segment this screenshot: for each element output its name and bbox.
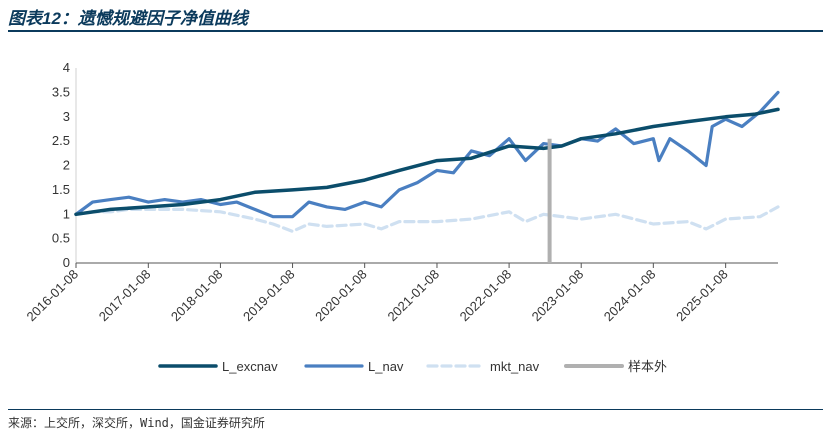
source-rule [8,409,823,410]
figure-header: 图表12：遗憾规避因子净值曲线 [0,0,831,30]
legend-label: L_nav [368,359,404,374]
figure-title: 图表12：遗憾规避因子净值曲线 [8,9,248,28]
x-tick-label: 2018-01-08 [168,267,226,325]
title-rule [8,30,823,32]
series-line-l-excnav [74,107,780,217]
y-tick-label: 0.5 [52,231,70,246]
y-tick-label: 2.5 [52,133,70,148]
x-tick-label: 2017-01-08 [96,267,154,325]
x-tick-label: 2019-01-08 [240,267,298,325]
legend-label: 样本外 [628,359,667,374]
series-line-l-nav [74,90,780,219]
x-tick-label: 2022-01-08 [457,267,515,325]
series-group [74,90,780,233]
legend: L_excnav L_nav mkt_nav 样本外 [158,359,667,374]
legend-label: L_excnav [222,359,278,374]
legend-label: mkt_nav [490,359,540,374]
y-tick-label: 3 [63,109,70,124]
y-tick-label: 4 [63,60,70,75]
x-tick-label: 2025-01-08 [673,267,731,325]
x-tick-label: 2023-01-08 [529,267,587,325]
chart-area: 0 0.5 1 1.5 2 2.5 3 3.5 4 2016-01-08 2017-01-08 201… [0,34,831,404]
y-tick-label: 1 [63,206,70,221]
y-tick-label: 2 [63,158,70,173]
x-tick-label: 2021-01-08 [384,267,442,325]
y-tick-label: 3.5 [52,84,70,99]
x-tick-label: 2016-01-08 [23,267,81,325]
y-tick-label: 0 [63,255,70,270]
y-tick-label: 1.5 [52,182,70,197]
source-note: 来源：上交所，深交所，Wind，国金证券研究所 [8,416,265,430]
series-line-mkt-nav [74,205,780,233]
x-tick-label: 2020-01-08 [312,267,370,325]
x-tick-label: 2024-01-08 [601,267,659,325]
